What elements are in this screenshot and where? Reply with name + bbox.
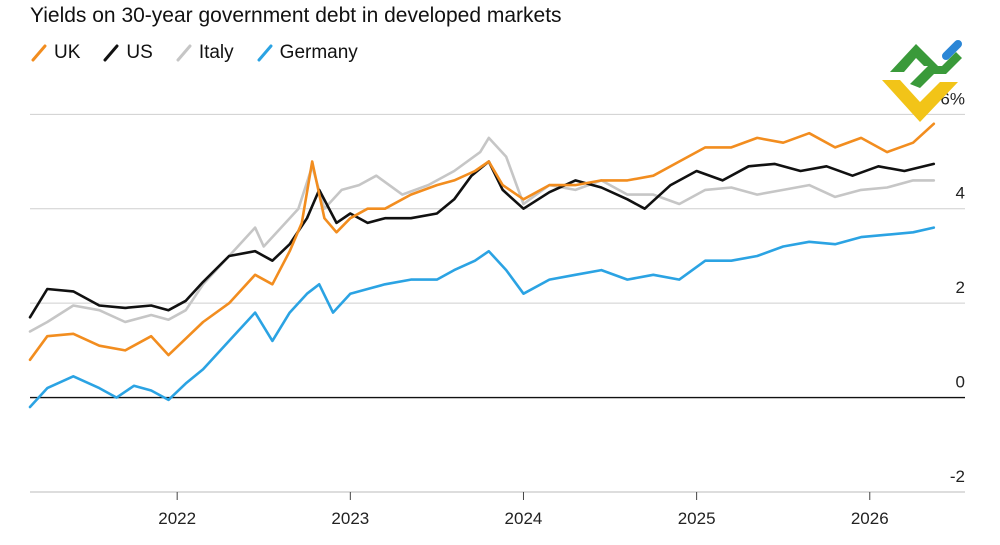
x-tick-label: 2023 [331, 509, 369, 528]
series-line-italy [28, 136, 936, 333]
series-line-germany [28, 226, 936, 409]
chart-legend: UK US Italy Germany [30, 42, 358, 64]
legend-swatch-germany [257, 44, 273, 62]
legend-item-us: US [102, 42, 153, 64]
legend-label-us: US [126, 42, 153, 63]
x-tick-label: 2022 [158, 509, 196, 528]
legend-swatch-us [103, 44, 119, 62]
legend-label-italy: Italy [198, 42, 234, 63]
legend-swatch-italy [176, 44, 192, 62]
chart-title: Yields on 30-year government debt in dev… [30, 4, 562, 27]
legend-swatch-uk [31, 44, 47, 62]
x-tick-label: 2024 [505, 509, 543, 528]
legend-label-germany: Germany [279, 42, 358, 63]
legend-label-uk: UK [54, 42, 81, 63]
x-tick-label: 2025 [678, 509, 716, 528]
y-tick-label: -2 [950, 467, 965, 486]
watermark-logo-icon [882, 40, 962, 122]
x-tick-label: 2026 [851, 509, 889, 528]
y-tick-label: 4 [956, 184, 965, 203]
chart-series [28, 122, 936, 409]
legend-item-italy: Italy [175, 42, 234, 64]
series-line-uk [28, 122, 936, 362]
legend-item-uk: UK [30, 42, 80, 64]
series-line-us [28, 160, 936, 319]
chart-axes: -2 0 2 4 6% 2022 2023 2024 2025 2026 [30, 89, 965, 528]
chart-grid [30, 113, 965, 493]
y-tick-label: 0 [956, 373, 965, 392]
legend-item-germany: Germany [256, 42, 358, 64]
y-tick-label: 2 [956, 278, 965, 297]
y-tick-label: 6% [940, 89, 965, 108]
